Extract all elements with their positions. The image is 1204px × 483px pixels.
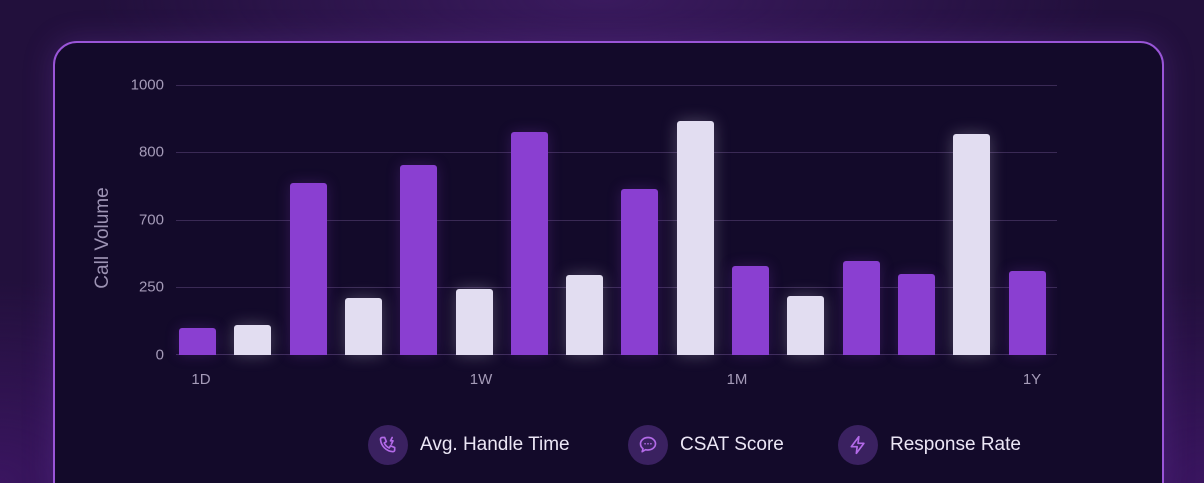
x-tick-label: 1Y: [1022, 371, 1042, 388]
bar-14[interactable]: [897, 274, 935, 355]
bar-5[interactable]: [400, 164, 438, 355]
bar-12[interactable]: [787, 295, 825, 355]
bar-15[interactable]: [953, 133, 991, 355]
x-tick-label: 1M: [726, 371, 748, 388]
bar-2[interactable]: [234, 325, 272, 355]
bar-4[interactable]: [344, 298, 382, 355]
bar-3[interactable]: [289, 183, 327, 355]
legend-label: Avg. Handle Time: [420, 434, 570, 455]
gridline: [176, 85, 1057, 86]
bar-16[interactable]: [1008, 271, 1046, 355]
bar-1[interactable]: [179, 328, 216, 355]
bar-11[interactable]: [732, 265, 769, 355]
gridline: [176, 220, 1057, 221]
bar-6[interactable]: [455, 289, 493, 355]
legend-item-response-rate[interactable]: Response Rate: [838, 425, 1021, 465]
x-tick-label: 1W: [469, 371, 493, 388]
chat-bubble-icon: [628, 425, 668, 465]
legend-item-csat-score[interactable]: CSAT Score: [628, 425, 784, 465]
phone-icon: [368, 425, 408, 465]
bar-13[interactable]: [842, 261, 880, 355]
y-tick-label: 800: [138, 143, 164, 161]
plot-area: [176, 85, 1057, 355]
gridline: [176, 152, 1057, 153]
lightning-icon: [838, 425, 878, 465]
legend-item-avg-handle-time[interactable]: Avg. Handle Time: [368, 425, 570, 465]
bar-10[interactable]: [676, 120, 714, 355]
legend-label: Response Rate: [890, 434, 1021, 455]
y-tick-label: 1000: [130, 76, 164, 94]
y-tick-label: 250: [138, 278, 164, 296]
x-tick-label: 1D: [191, 371, 211, 388]
gridline: [176, 287, 1057, 288]
legend-label: CSAT Score: [680, 434, 784, 455]
chart-legend: Avg. Handle Time CSAT Score Response Rat…: [0, 425, 1204, 465]
bar-8[interactable]: [566, 275, 604, 355]
y-tick-label: 0: [155, 346, 164, 364]
bar-9[interactable]: [621, 188, 659, 355]
y-axis-title: Call Volume: [92, 187, 113, 289]
bar-7[interactable]: [510, 131, 548, 355]
y-tick-label: 700: [138, 211, 164, 229]
x-axis-line: [176, 354, 1057, 355]
